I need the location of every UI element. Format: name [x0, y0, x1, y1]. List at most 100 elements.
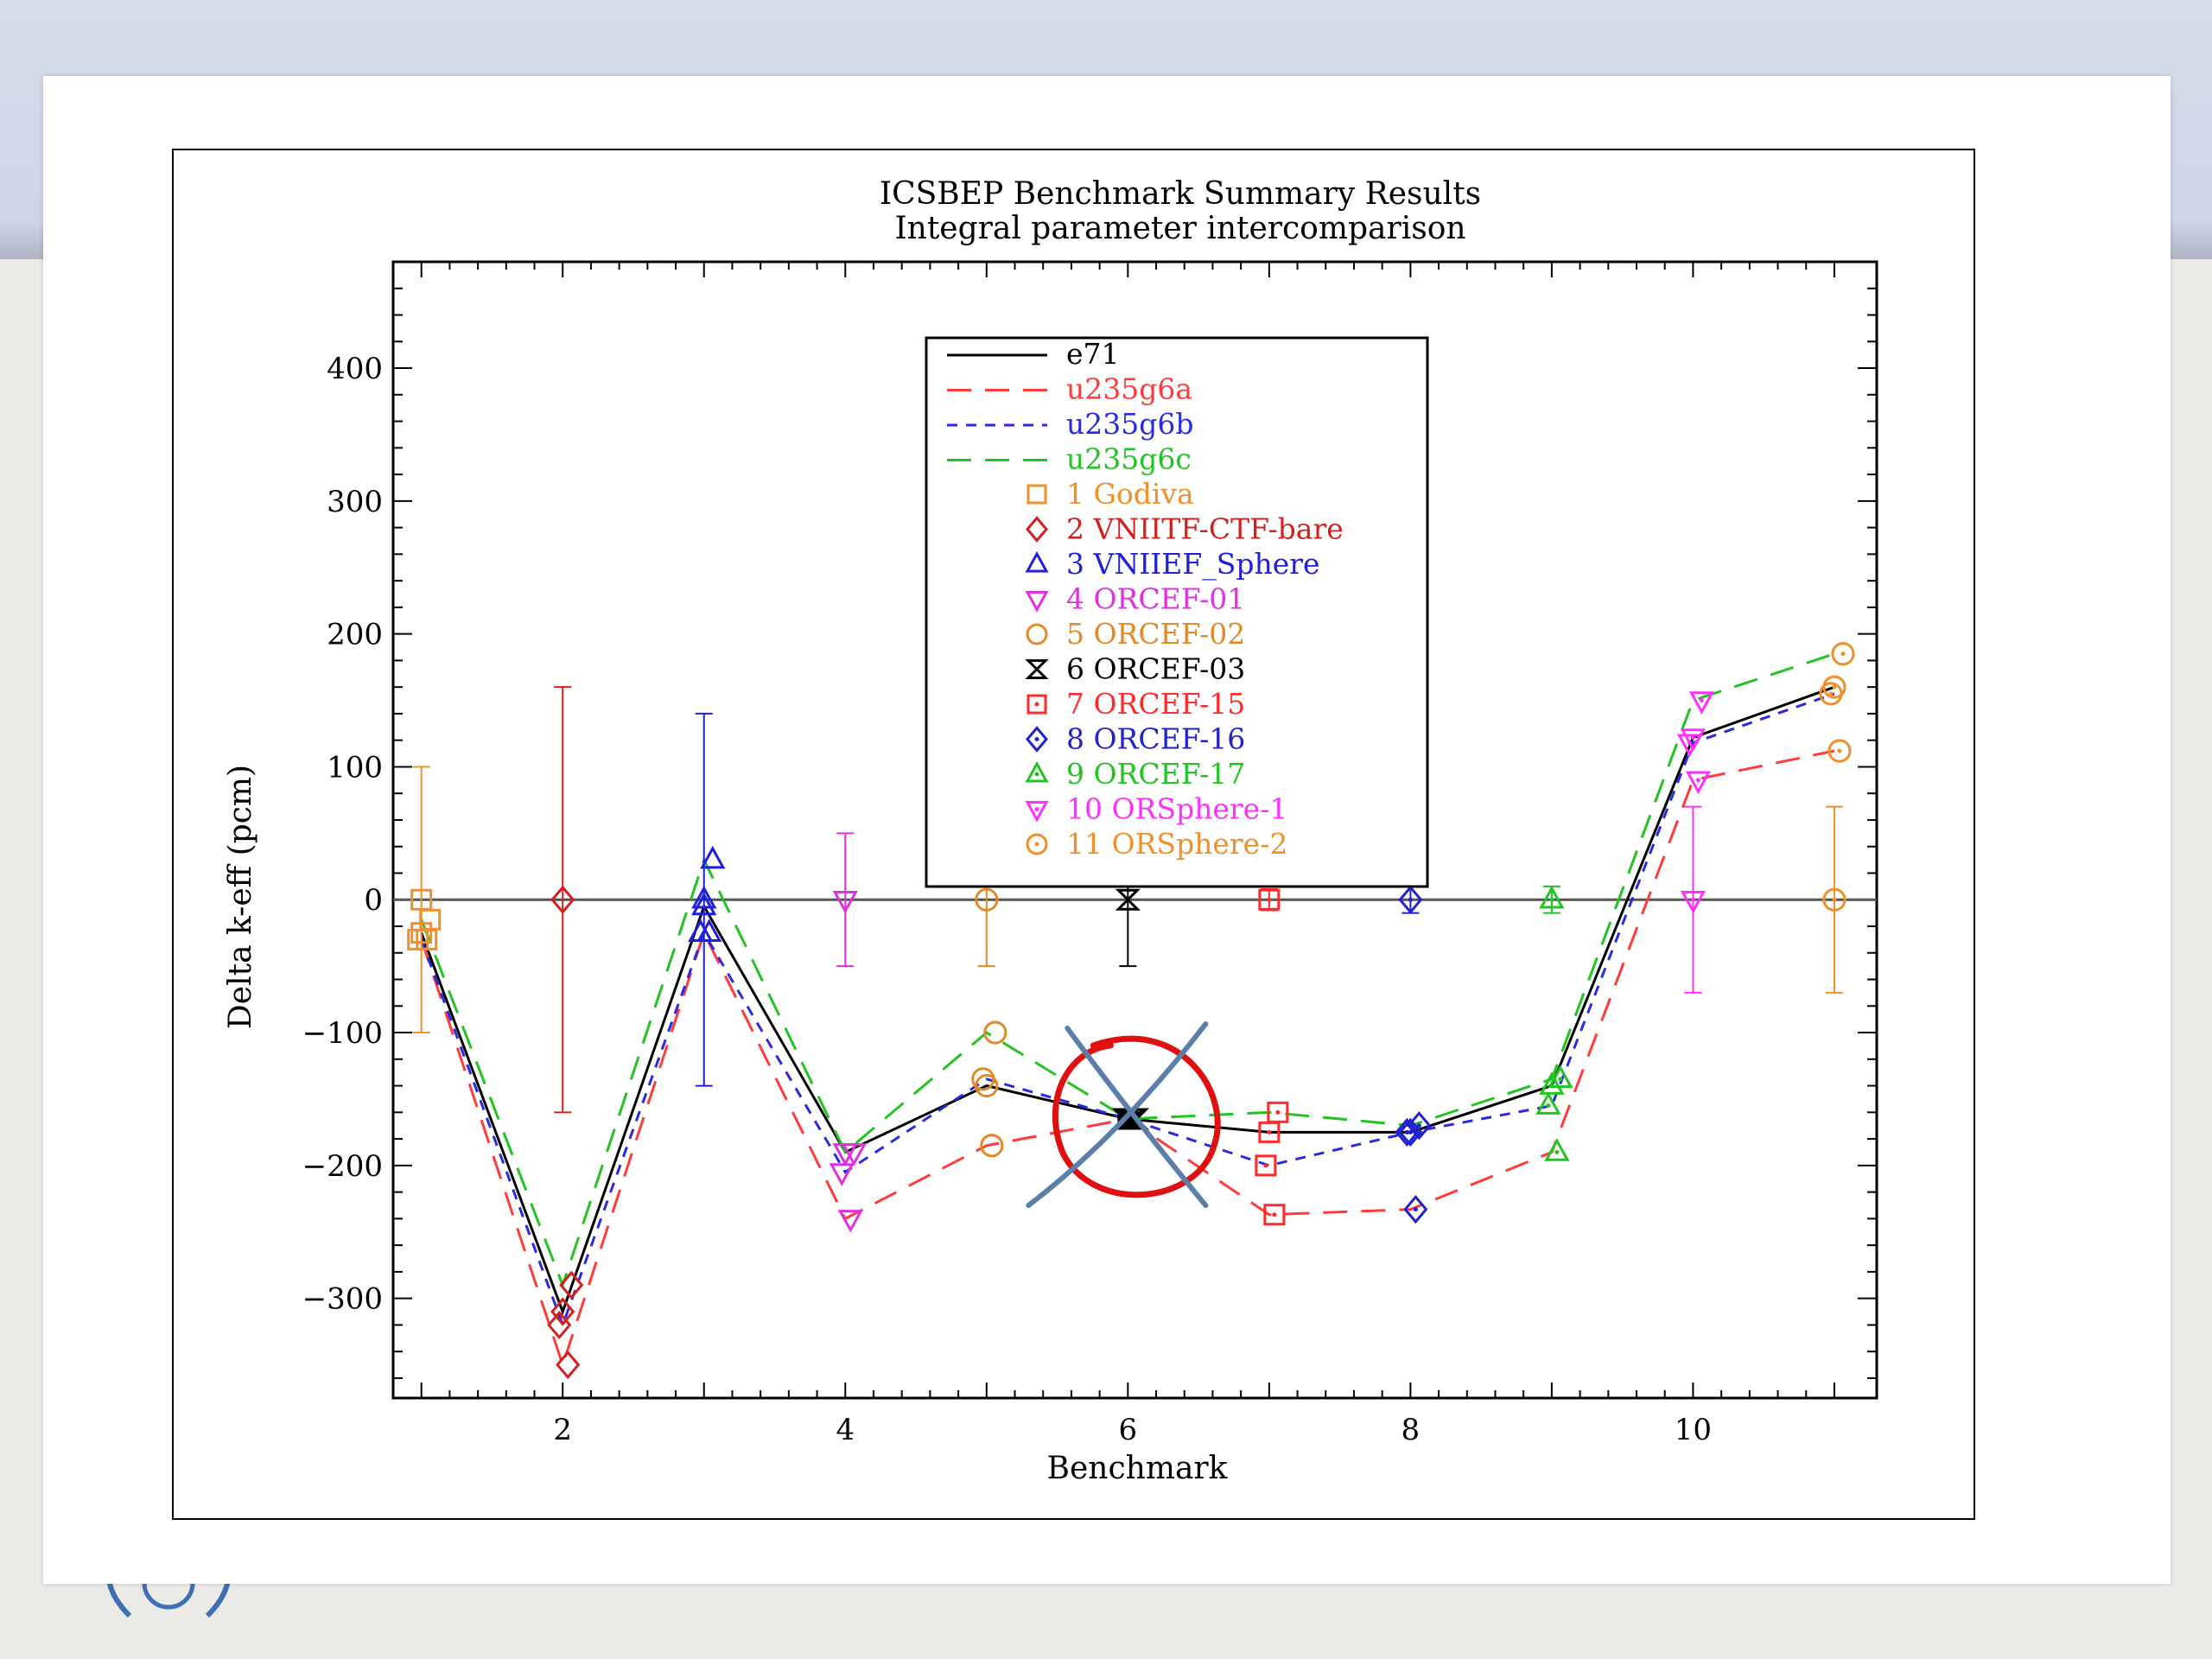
benchmark-4-calc-marker-u235g6c [841, 1143, 867, 1166]
benchmark-2-calc-marker-u235g6a [556, 1350, 581, 1380]
y-tick-label: −300 [302, 1282, 383, 1317]
benchmark-2-calc-marker-u235g6b [547, 1310, 572, 1340]
benchmark-11-calc-marker-u235g6c-dot [1840, 652, 1846, 657]
benchmark-9-experiment-marker-dot [1549, 897, 1554, 902]
benchmark-8-calc-marker-u235g6b [1395, 1117, 1420, 1147]
annotation-cross-stroke-2 [1026, 1021, 1209, 1209]
benchmark-5-calc-marker-u235g6c [983, 1020, 1007, 1045]
y-tick-label: 0 [364, 883, 383, 918]
benchmark-11-calc-marker-e71-dot [1832, 684, 1837, 690]
legend-label-benchmark-11: 11 ORSphere-2 [1066, 827, 1287, 861]
legend-label-benchmark-8: 8 ORCEF-16 [1066, 722, 1245, 756]
benchmark-11-calc-marker-u235g6a [1827, 739, 1852, 763]
legend-marker-5 [1026, 623, 1048, 645]
legend-label-u235g6a: u235g6a [1066, 372, 1192, 406]
y-tick-label: 200 [327, 618, 383, 652]
legend-label-benchmark-3: 3 VNIIEF_Sphere [1066, 547, 1320, 582]
legend-label-benchmark-4: 4 ORCEF-01 [1066, 582, 1245, 616]
benchmark-3-calc-marker-e71 [691, 892, 717, 916]
benchmark-11-experiment-marker [1822, 887, 1847, 912]
legend-label-benchmark-1: 1 Godiva [1066, 477, 1194, 511]
benchmark-2-calc-marker-e71 [550, 1297, 575, 1326]
series-line-u235g6b [420, 692, 1835, 1329]
benchmark-9-calc-marker-u235g6b-dot [1546, 1103, 1551, 1109]
benchmark-2-experiment-marker [550, 885, 575, 914]
y-tick-label: −100 [302, 1016, 383, 1051]
legend-marker-9-dot [1034, 772, 1039, 777]
benchmark-8-calc-marker-u235g6a-dot [1413, 1207, 1418, 1212]
benchmark-8-calc-marker-u235g6b-dot [1404, 1129, 1409, 1135]
benchmark-8-calc-marker-u235g6c-dot [1416, 1123, 1421, 1128]
legend-marker-7 [1027, 694, 1047, 715]
x-axis-label: Benchmark [1047, 1451, 1229, 1486]
hand-drawn-annotation [1026, 1021, 1221, 1209]
benchmark-3-experiment-marker [691, 885, 717, 909]
benchmark-11-calc-marker-u235g6a-dot [1837, 748, 1842, 753]
series-line-u235g6c [420, 652, 1835, 1289]
benchmark-8-experiment-marker [1398, 885, 1423, 914]
legend-label-benchmark-5: 5 ORCEF-02 [1066, 617, 1245, 651]
x-tick-label: 6 [1119, 1413, 1138, 1447]
benchmark-10-calc-marker-u235g6c [1688, 691, 1715, 715]
benchmark-11-calc-marker-u235g6b-dot [1828, 691, 1834, 696]
benchmark-10-experiment-marker-dot [1690, 897, 1695, 902]
benchmark-9-calc-marker-u235g6a-dot [1554, 1149, 1560, 1154]
legend-label-u235g6b: u235g6b [1066, 407, 1194, 441]
benchmark-6-experiment-marker [1115, 888, 1141, 911]
slide-panel: 2 4 6 8 10 −300 −200 −100 0 100 200 300 400 e71 u235g… [43, 76, 2171, 1584]
benchmark-8-experiment-marker-dot [1408, 897, 1413, 902]
benchmark-9-calc-marker-u235g6b [1535, 1091, 1561, 1115]
benchmark-1-calc-marker-u235g6c [419, 908, 442, 931]
chart-title: ICSBEP Benchmark Summary Results [880, 176, 1481, 212]
benchmark-markers-layer [407, 642, 1855, 1380]
x-tick-label: 8 [1402, 1413, 1421, 1447]
benchmark-10-calc-marker-u235g6b [1676, 734, 1703, 758]
benchmark-9-calc-marker-u235g6c-dot [1558, 1077, 1563, 1082]
benchmark-7-calc-marker-u235g6b-dot [1263, 1163, 1268, 1168]
benchmark-7-calc-marker-u235g6a-dot [1272, 1212, 1277, 1217]
legend-box [925, 336, 1429, 888]
benchmark-7-calc-marker-u235g6a [1263, 1204, 1286, 1226]
benchmark-8-calc-marker-u235g6a [1403, 1194, 1428, 1224]
legend-marker-2 [1026, 516, 1048, 543]
legend-label-benchmark-10: 10 ORSphere-1 [1066, 792, 1287, 826]
benchmark-8-calc-marker-e71 [1398, 1117, 1423, 1147]
benchmark-5-calc-marker-u235g6a [980, 1134, 1004, 1158]
benchmark-10-calc-marker-u235g6a-dot [1695, 778, 1700, 783]
benchmark-5-experiment-marker [975, 887, 999, 912]
legend-marker-8 [1026, 726, 1048, 753]
legend-marker-11-dot [1034, 842, 1039, 847]
legend-marker-1 [1027, 484, 1047, 505]
benchmark-10-experiment-marker [1680, 890, 1707, 914]
benchmark-7-calc-marker-u235g6c-dot [1275, 1109, 1281, 1115]
benchmark-9-experiment-marker [1539, 885, 1565, 909]
y-tick-label: 400 [327, 352, 383, 386]
y-axis-label: Delta k-eff (pcm) [223, 765, 258, 1029]
legend-label-benchmark-9: 9 ORCEF-17 [1066, 757, 1245, 791]
legend-label-benchmark-6: 6 ORCEF-03 [1066, 652, 1245, 686]
annotation-red-circle [1052, 1035, 1221, 1198]
benchmark-4-experiment-marker [832, 890, 858, 914]
y-tick-label: 300 [327, 485, 383, 519]
benchmark-11-experiment-marker-dot [1832, 897, 1837, 902]
legend-label-u235g6c: u235g6c [1066, 442, 1192, 476]
benchmark-10-calc-marker-u235g6c-dot [1699, 698, 1704, 703]
plot-area [391, 260, 1878, 1400]
benchmark-1-calc-marker-u235g6b [407, 928, 429, 950]
benchmark-11-calc-marker-u235g6c [1831, 642, 1855, 666]
benchmark-9-calc-marker-e71 [1539, 1071, 1565, 1095]
benchmark-4-calc-marker-u235g6b [829, 1163, 855, 1186]
legend-marker-11 [1026, 833, 1048, 855]
benchmark-10-calc-marker-u235g6b-dot [1687, 741, 1692, 746]
legend-label-benchmark-7: 7 ORCEF-15 [1066, 687, 1245, 721]
legend-marker-10-dot [1034, 807, 1039, 811]
legend-marker-3 [1025, 550, 1049, 573]
benchmark-7-calc-marker-u235g6b [1255, 1154, 1277, 1177]
legend-marker-7-dot [1034, 702, 1039, 707]
benchmark-7-experiment-marker-dot [1267, 897, 1272, 902]
benchmark-7-calc-marker-u235g6c [1267, 1101, 1289, 1123]
benchmark-3-calc-marker-u235g6b [688, 918, 714, 942]
legend-marker-6 [1025, 659, 1049, 679]
legend-marker-10 [1025, 801, 1049, 823]
